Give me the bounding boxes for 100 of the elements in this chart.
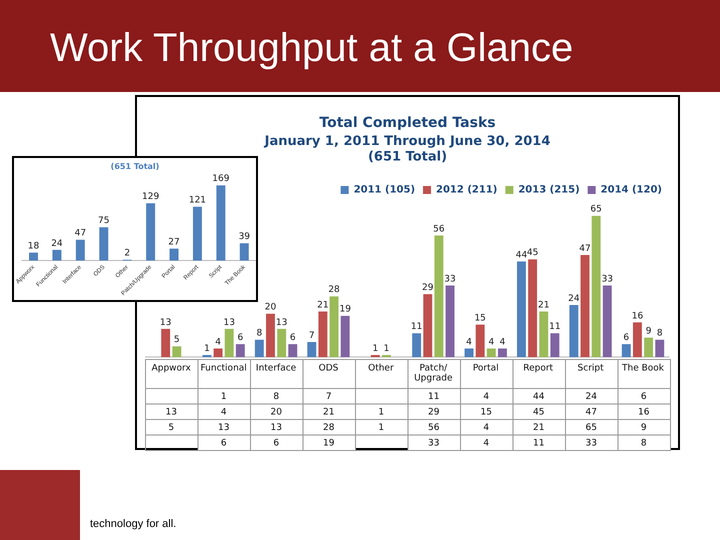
bar [146,203,156,261]
data-label: 47 [579,244,591,254]
data-label: 33 [586,438,597,449]
data-label: 20 [270,408,282,418]
bar [592,216,601,358]
data-label: 21 [323,408,334,418]
data-label: 11 [533,438,544,449]
chart-title: (651 Total) [110,162,160,171]
bar [330,296,338,358]
x-tick-label: Patch/ Upgrade [414,363,454,384]
data-label: 27 [168,237,180,248]
data-label: 24 [51,238,63,249]
data-label: 24 [568,294,580,304]
legend-label: 2013 (215) [518,184,580,196]
data-label: 47 [74,228,86,239]
bar [240,243,249,261]
data-label: 33 [428,438,440,449]
data-label: 13 [223,318,235,328]
data-label: 16 [632,311,644,322]
data-label: 121 [188,196,206,206]
bar [52,250,62,261]
data-label: 169 [212,174,230,184]
data-label: 1 [220,392,227,402]
data-label: 29 [422,282,434,293]
data-label: 4 [488,337,494,348]
data-label: 21 [538,300,550,310]
data-label: 18 [28,241,40,252]
data-label: 4 [483,423,490,434]
data-label: 6 [290,333,296,343]
bar [76,240,85,261]
x-tick-label: Other [368,363,394,374]
data-label: 4 [500,337,506,348]
data-label: 8 [256,328,262,339]
data-label: 13 [166,408,177,418]
bar [172,346,182,358]
bar [464,348,474,358]
data-label: 1 [384,344,390,354]
data-label: 47 [586,408,597,418]
data-label: 1 [204,344,210,354]
data-label: 5 [168,423,174,434]
x-tick-label: Interface [256,363,297,374]
data-label: 39 [238,232,250,242]
data-label: 19 [323,438,335,449]
bar [602,285,612,358]
data-label: 20 [264,302,276,313]
data-label: 6 [220,438,227,449]
data-label: 28 [323,423,335,434]
data-label: 21 [317,300,329,310]
data-label: 13 [276,318,288,328]
data-label: 45 [526,248,538,258]
data-label: 6 [623,333,630,343]
data-label: 129 [142,192,160,202]
data-label: 11 [410,322,422,332]
data-label: 1 [372,344,378,354]
data-label: 44 [516,250,528,260]
data-label: 65 [586,423,597,434]
bar [528,259,538,358]
data-label: 28 [328,285,340,296]
bar [254,340,264,358]
data-label: 4 [466,337,472,348]
text: technology for all. [90,518,176,530]
data-label: 29 [428,408,440,418]
bar [498,348,507,358]
data-label: 24 [586,392,598,402]
data-label: 7 [326,392,332,402]
bar [580,255,590,358]
chart-subtitle: January 1, 2011 Through June 30, 2014 (651 Total) [264,134,550,165]
bar [277,328,286,358]
chart-title: Total Completed Tasks [319,115,496,132]
x-tick-label: Script [578,363,604,374]
legend-label: 2014 (120) [600,184,662,196]
bar [539,312,548,358]
bar [622,344,631,358]
data-label: 21 [533,423,544,434]
data-label: 56 [433,224,445,234]
text: Work Throughput at a Glance [50,26,574,71]
data-label: 9 [646,326,652,336]
bar [340,316,350,358]
data-label: 19 [339,304,352,315]
bar [307,342,316,358]
data-label: 44 [533,392,545,402]
bar [412,333,422,358]
bar [161,328,170,358]
data-label: 6 [237,333,244,343]
bar [170,248,179,261]
bar [214,348,223,358]
data-label: 15 [474,313,486,324]
data-label: 8 [273,392,280,402]
bar [288,344,298,358]
data-label: 5 [174,335,180,346]
data-label: 1 [378,423,384,434]
x-tick-label: ODS [318,363,339,374]
bar [224,328,234,358]
bar [192,206,202,261]
data-label: 4 [483,438,490,449]
data-label: 8 [656,328,663,339]
data-label: 4 [483,392,490,402]
data-label: 33 [444,274,456,284]
legend-label: 2012 (211) [436,184,498,196]
bar [266,314,275,358]
